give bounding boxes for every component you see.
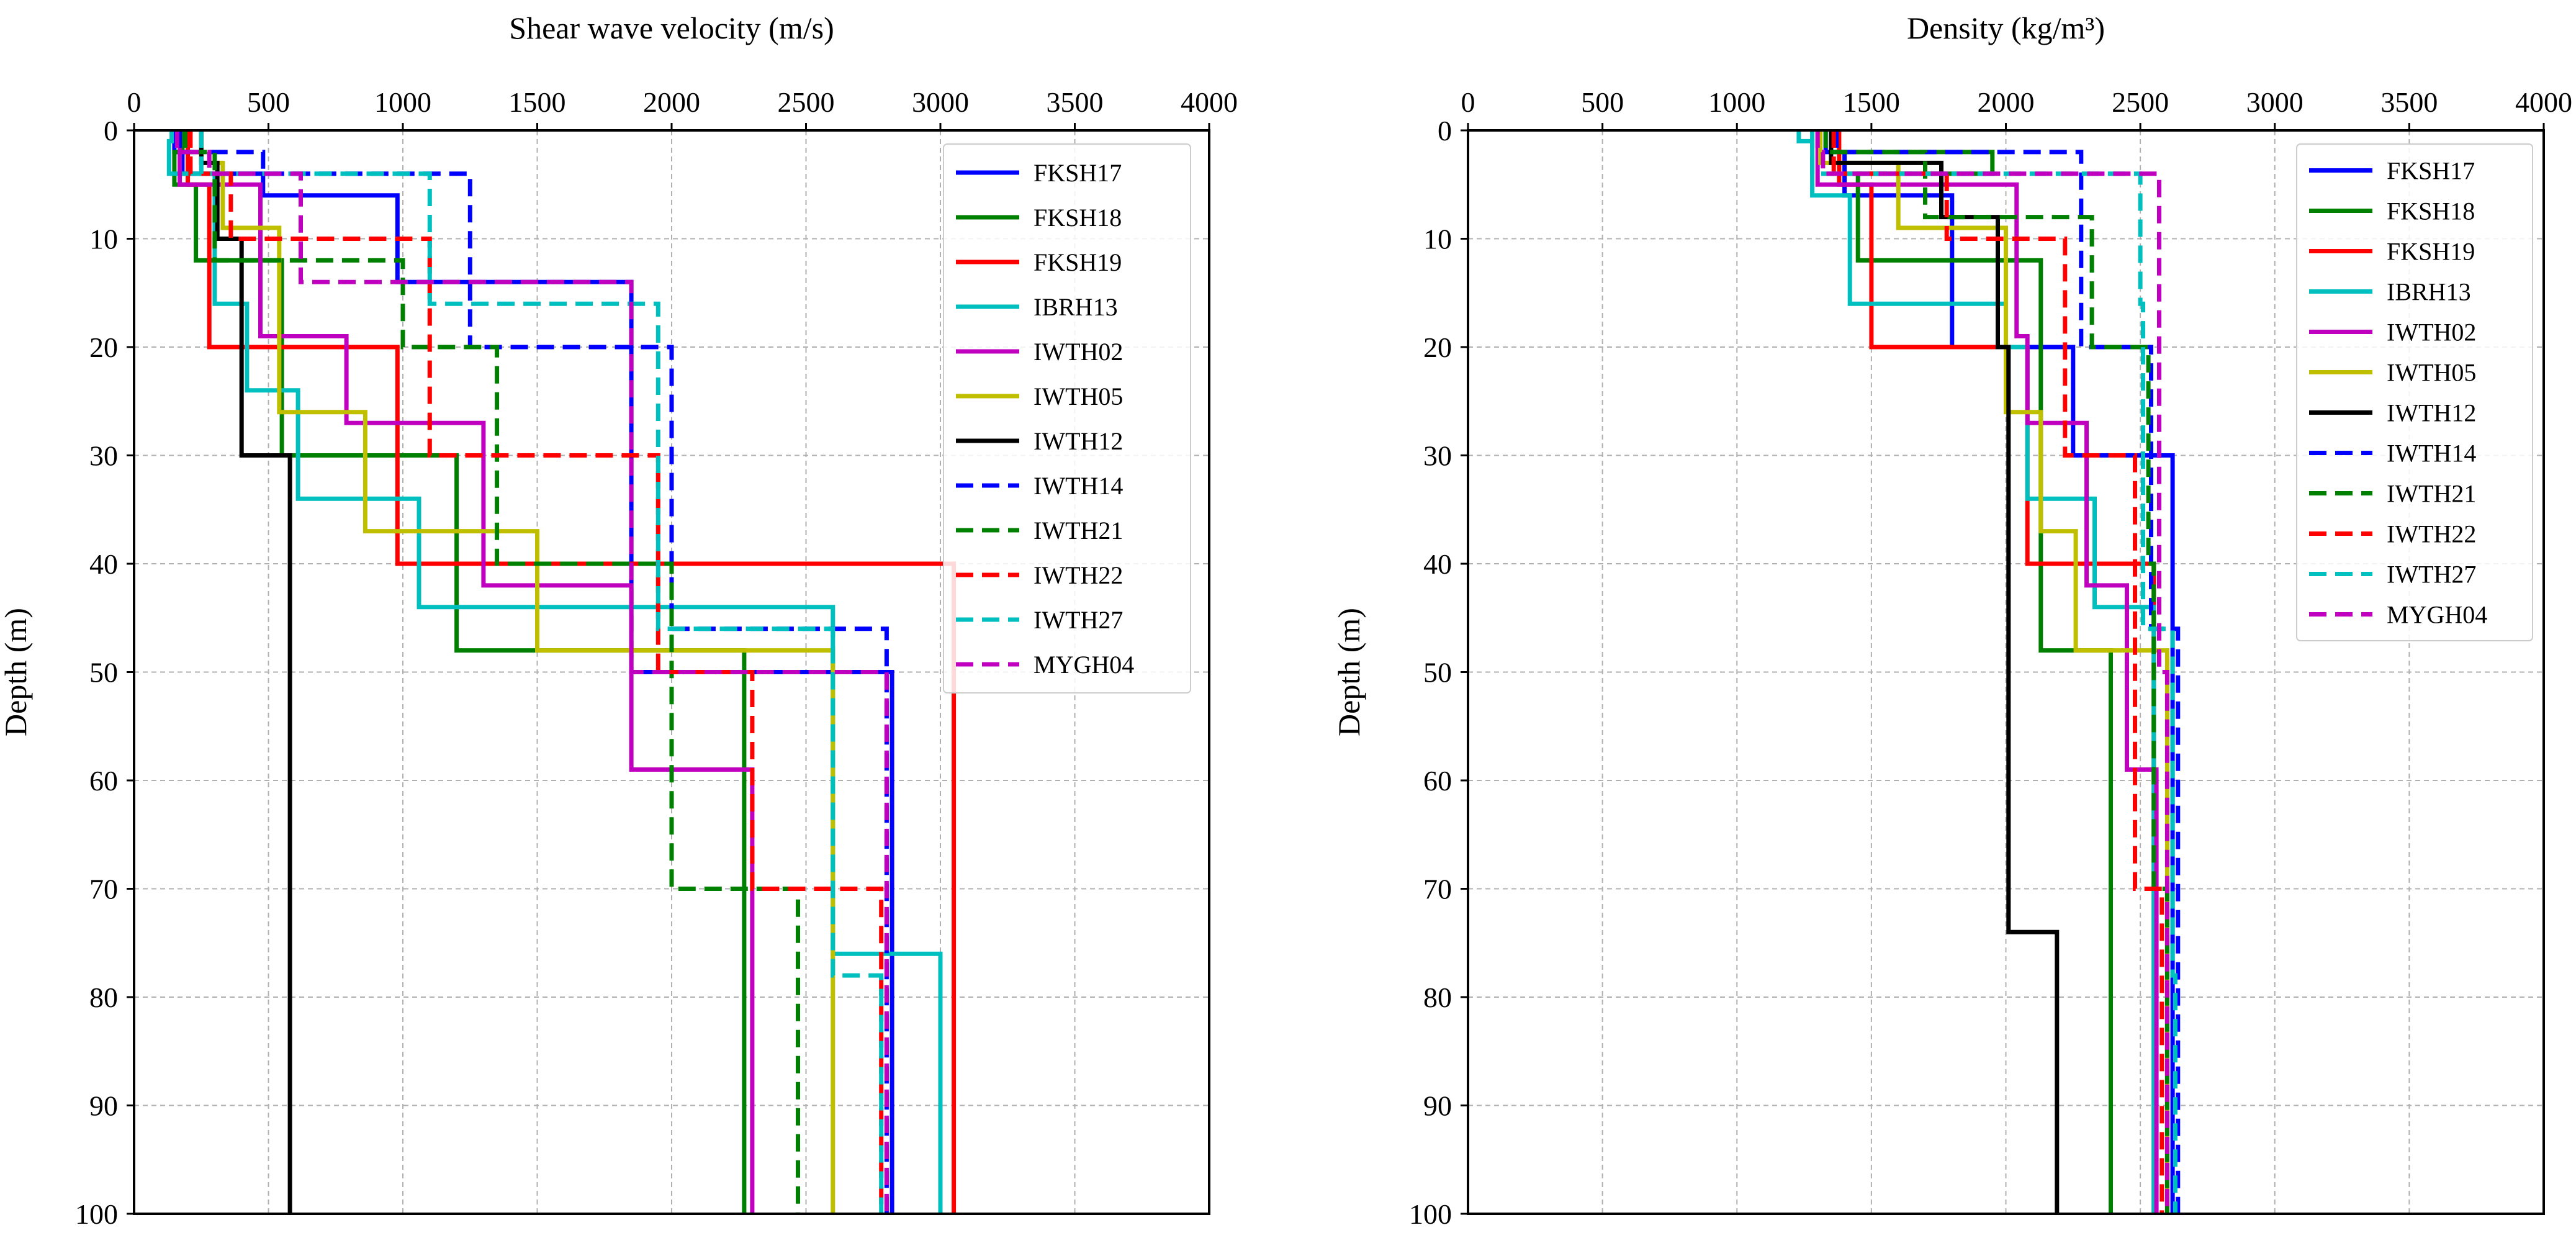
x-tick-label: 3000 bbox=[2246, 86, 2304, 118]
series-line-iwth14 bbox=[178, 130, 889, 1214]
x-tick-label: 2500 bbox=[2112, 86, 2169, 118]
y-tick-label: 50 bbox=[1423, 657, 1452, 689]
legend-label-fksh18: FKSH18 bbox=[1034, 204, 1122, 232]
x-axis-title: Shear wave velocity (m/s) bbox=[509, 11, 834, 45]
y-tick-label: 40 bbox=[89, 548, 118, 580]
series-line-iwth12 bbox=[199, 130, 292, 1214]
density-panel: 0 500 1000 1500 2000 2500 3000 3500 4000 0 10 20 30 4… bbox=[1331, 11, 2572, 1230]
series-line-iwth21 bbox=[1823, 130, 2169, 1214]
legend-label-iwth02: IWTH02 bbox=[2387, 319, 2476, 346]
x-tick-label: 2000 bbox=[643, 86, 700, 118]
y-tick-label: 10 bbox=[89, 224, 118, 255]
y-axis-title: Depth (m) bbox=[0, 608, 33, 736]
y-axis-title: Depth (m) bbox=[1331, 608, 1366, 736]
y-tick-label: 0 bbox=[1438, 115, 1452, 147]
legend-label-fksh17: FKSH17 bbox=[1034, 159, 1122, 187]
legend-label-fksh17: FKSH17 bbox=[2387, 157, 2475, 185]
y-tick-label: 100 bbox=[1409, 1198, 1452, 1230]
legend-label-iwth14: IWTH14 bbox=[2387, 440, 2476, 468]
x-tick-label: 3500 bbox=[2380, 86, 2438, 118]
x-tick-label: 1000 bbox=[374, 86, 431, 118]
x-tick-label: 2000 bbox=[1978, 86, 2035, 118]
x-tick-label: 4000 bbox=[2515, 86, 2572, 118]
legend-label-ibrh13: IBRH13 bbox=[1034, 293, 1118, 321]
series-line-iwth02 bbox=[1815, 130, 2159, 1214]
series-line-iwth22 bbox=[1831, 130, 2164, 1214]
series-lines bbox=[166, 130, 957, 1214]
legend-label-mygh04: MYGH04 bbox=[2387, 601, 2487, 629]
y-tick-label: 90 bbox=[1423, 1090, 1452, 1122]
legend: FKSH17 FKSH18 FKSH19 IBRH13 IWTH02 IWTH05 IWTH… bbox=[2296, 143, 2533, 641]
y-tick-label: 20 bbox=[89, 332, 118, 363]
y-tick-label: 30 bbox=[89, 440, 118, 472]
legend-label-iwth12: IWTH12 bbox=[1034, 427, 1123, 455]
y-tick-label: 40 bbox=[1423, 548, 1452, 580]
legend-box bbox=[943, 143, 1191, 694]
y-tick-label: 80 bbox=[1423, 982, 1452, 1013]
legend-label-iwth22: IWTH22 bbox=[2387, 520, 2476, 548]
series-line-iwth12 bbox=[1829, 130, 2060, 1214]
y-tick-label: 90 bbox=[89, 1090, 118, 1122]
series-line-mygh04 bbox=[1815, 130, 2169, 1214]
series-line-iwth02 bbox=[178, 130, 755, 1214]
x-tick-label: 0 bbox=[127, 86, 142, 118]
legend-label-iwth05: IWTH05 bbox=[1034, 382, 1123, 410]
legend-label-fksh18: FKSH18 bbox=[2387, 197, 2475, 225]
legend-label-iwth02: IWTH02 bbox=[1034, 338, 1123, 366]
y-tick-label: 70 bbox=[89, 874, 118, 905]
y-tick-label: 0 bbox=[104, 115, 118, 147]
x-tick-label: 4000 bbox=[1181, 86, 1238, 118]
series-line-iwth27 bbox=[199, 130, 884, 1214]
legend-label-iwth14: IWTH14 bbox=[1034, 472, 1123, 500]
series-line-mygh04 bbox=[174, 130, 889, 1214]
y-tick-label: 100 bbox=[75, 1198, 118, 1230]
legend-label-iwth27: IWTH27 bbox=[1034, 606, 1123, 634]
legend-label-ibrh13: IBRH13 bbox=[2387, 278, 2471, 306]
legend-label-fksh19: FKSH19 bbox=[2387, 238, 2475, 266]
x-tick-label: 2500 bbox=[778, 86, 835, 118]
x-axis-title: Density (kg/m³) bbox=[1907, 11, 2105, 45]
legend-label-iwth21: IWTH21 bbox=[1034, 517, 1123, 544]
series-lines bbox=[1796, 130, 2181, 1214]
legend-label-fksh19: FKSH19 bbox=[1034, 248, 1122, 276]
y-tick-label: 20 bbox=[1423, 332, 1452, 363]
legend-label-iwth21: IWTH21 bbox=[2387, 480, 2476, 508]
legend-label-mygh04: MYGH04 bbox=[1034, 651, 1134, 679]
y-tick-label: 60 bbox=[1423, 765, 1452, 797]
x-tick-label: 1500 bbox=[1843, 86, 1900, 118]
y-tick-label: 10 bbox=[1423, 224, 1452, 255]
y-tick-label: 60 bbox=[89, 765, 118, 797]
x-tick-label: 1500 bbox=[509, 86, 566, 118]
series-line-iwth22 bbox=[188, 130, 884, 1214]
y-tick-label: 30 bbox=[1423, 440, 1452, 472]
series-line-iwth21 bbox=[182, 130, 800, 1214]
y-tick-label: 80 bbox=[89, 982, 118, 1013]
x-tick-label: 1000 bbox=[1708, 86, 1765, 118]
legend-box bbox=[2296, 143, 2533, 641]
x-tick-label: 500 bbox=[1581, 86, 1624, 118]
shear-wave-velocity-panel: 0 500 1000 1500 2000 2500 3000 3500 4000 0 10 20 30 4… bbox=[0, 11, 1238, 1230]
x-tick-label: 500 bbox=[247, 86, 290, 118]
y-tick-label: 70 bbox=[1423, 874, 1452, 905]
legend-label-iwth05: IWTH05 bbox=[2387, 359, 2476, 387]
legend-label-iwth12: IWTH12 bbox=[2387, 399, 2476, 427]
legend-label-iwth27: IWTH27 bbox=[2387, 561, 2476, 589]
x-tick-label: 3500 bbox=[1047, 86, 1104, 118]
series-line-iwth27 bbox=[1810, 130, 2177, 1214]
legend: FKSH17 FKSH18 FKSH19 IBRH13 IWTH02 IWTH05 IWTH… bbox=[943, 143, 1191, 694]
x-tick-label: 0 bbox=[1461, 86, 1475, 118]
legend-label-iwth22: IWTH22 bbox=[1034, 561, 1123, 589]
y-tick-label: 50 bbox=[89, 657, 118, 689]
x-tick-label: 3000 bbox=[912, 86, 969, 118]
